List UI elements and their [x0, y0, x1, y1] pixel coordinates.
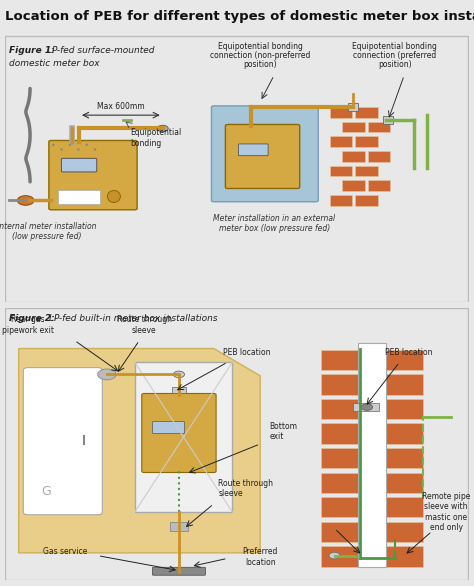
FancyBboxPatch shape	[49, 141, 137, 210]
Bar	[356, 195, 378, 206]
Text: Route through
sleeve: Route through sleeve	[117, 315, 172, 335]
Text: Remote pipe
sleeve with
mastic one
end only: Remote pipe sleeve with mastic one end o…	[422, 492, 470, 532]
Text: Gas service: Gas service	[43, 547, 87, 556]
Bar	[386, 472, 423, 493]
Circle shape	[329, 553, 340, 559]
Text: LP-fed built-in meter box installations: LP-fed built-in meter box installations	[49, 315, 218, 323]
Circle shape	[98, 369, 116, 380]
Bar	[356, 107, 378, 118]
Text: Equipotential bonding: Equipotential bonding	[353, 42, 438, 51]
FancyBboxPatch shape	[226, 124, 300, 189]
Bar	[368, 180, 390, 191]
Bar	[342, 180, 365, 191]
Text: Location of PEB for different types of domestic meter box installations: Location of PEB for different types of d…	[5, 9, 474, 23]
Text: G: G	[42, 485, 51, 498]
Text: Figure 1:: Figure 1:	[9, 46, 55, 55]
Bar	[330, 107, 352, 118]
Bar	[368, 151, 390, 162]
Polygon shape	[18, 349, 260, 553]
Bar	[356, 166, 378, 176]
Circle shape	[17, 196, 34, 205]
Bar	[386, 350, 423, 370]
Text: connection (non-preferred: connection (non-preferred	[210, 51, 310, 60]
Bar	[320, 374, 358, 395]
FancyBboxPatch shape	[153, 567, 205, 575]
Bar	[386, 546, 423, 567]
Bar	[386, 497, 423, 517]
FancyBboxPatch shape	[142, 393, 216, 472]
Bar	[170, 522, 188, 531]
Circle shape	[362, 404, 373, 410]
Bar	[330, 195, 352, 206]
Bar	[342, 122, 365, 132]
Ellipse shape	[108, 190, 120, 203]
Bar	[58, 190, 100, 205]
Text: Equipotential
bonding: Equipotential bonding	[130, 128, 182, 148]
Bar	[386, 448, 423, 468]
Text: position): position)	[378, 60, 412, 70]
Bar	[386, 424, 423, 444]
Bar	[320, 350, 358, 370]
Text: Figure 2:: Figure 2:	[9, 315, 55, 323]
Text: Bottom
exit: Bottom exit	[270, 422, 298, 441]
Bar	[358, 343, 386, 567]
Bar	[386, 399, 423, 420]
FancyBboxPatch shape	[238, 144, 268, 156]
Bar	[356, 137, 378, 147]
Text: LP-fed surface-mounted: LP-fed surface-mounted	[46, 46, 154, 55]
Bar	[320, 546, 358, 567]
Text: Internal meter installation
(low pressure fed): Internal meter installation (low pressur…	[0, 222, 96, 241]
Bar	[320, 522, 358, 542]
Text: Preferred
location: Preferred location	[243, 547, 278, 567]
Circle shape	[157, 125, 168, 132]
Bar	[348, 103, 358, 111]
FancyBboxPatch shape	[135, 362, 232, 512]
FancyBboxPatch shape	[153, 421, 184, 434]
Bar	[320, 472, 358, 493]
Text: Rear gas
pipework exit: Rear gas pipework exit	[2, 315, 54, 335]
Text: Route through
sleeve: Route through sleeve	[219, 479, 273, 498]
Bar	[320, 399, 358, 420]
Text: connection (preferred: connection (preferred	[353, 51, 437, 60]
Bar	[320, 424, 358, 444]
FancyBboxPatch shape	[211, 106, 319, 202]
Text: Equipotential bonding: Equipotential bonding	[218, 42, 303, 51]
Bar	[386, 374, 423, 395]
FancyBboxPatch shape	[23, 367, 102, 515]
Text: Max 600mm: Max 600mm	[97, 102, 145, 111]
Text: position): position)	[244, 60, 277, 70]
Bar	[383, 117, 392, 124]
Bar	[172, 387, 186, 393]
Text: domestic meter box: domestic meter box	[9, 59, 100, 68]
Bar	[353, 403, 379, 411]
Bar	[330, 137, 352, 147]
Text: Meter installation in an external
meter box (low pressure fed): Meter installation in an external meter …	[213, 214, 335, 233]
Text: PEB location: PEB location	[222, 347, 270, 357]
Bar	[368, 122, 390, 132]
Bar	[320, 448, 358, 468]
Bar	[386, 522, 423, 542]
Bar	[342, 151, 365, 162]
Bar	[330, 166, 352, 176]
Circle shape	[173, 371, 184, 378]
Text: PEB location: PEB location	[385, 347, 433, 357]
Bar	[320, 497, 358, 517]
FancyBboxPatch shape	[62, 158, 97, 172]
